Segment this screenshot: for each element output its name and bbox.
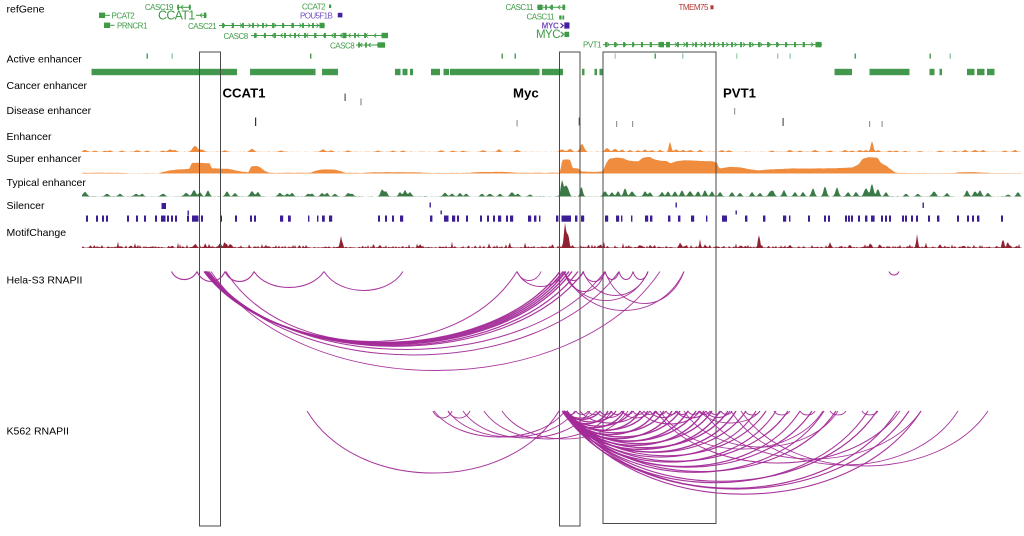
svg-text:Active enhancer: Active enhancer <box>7 54 83 66</box>
svg-text:PCAT2: PCAT2 <box>112 12 136 21</box>
svg-text:CASC19: CASC19 <box>145 3 174 12</box>
svg-text:CASC8: CASC8 <box>330 42 355 51</box>
svg-text:Myc: Myc <box>513 85 539 100</box>
svg-text:TMEM75: TMEM75 <box>679 3 710 12</box>
svg-text:Enhancer: Enhancer <box>7 131 52 143</box>
svg-text:POU5F1B: POU5F1B <box>300 12 333 21</box>
svg-text:PVT1: PVT1 <box>583 41 602 50</box>
svg-text:CCAT1: CCAT1 <box>223 85 266 100</box>
svg-text:Silencer: Silencer <box>7 200 45 212</box>
svg-text:CASC11: CASC11 <box>505 3 534 12</box>
svg-text:CASC21: CASC21 <box>188 22 217 31</box>
svg-text:MYC: MYC <box>542 22 559 31</box>
svg-text:PVT1: PVT1 <box>723 85 756 100</box>
svg-text:MYC: MYC <box>536 29 560 41</box>
svg-text:CCAT2: CCAT2 <box>302 3 326 12</box>
svg-text:CCAT1: CCAT1 <box>158 9 195 23</box>
svg-text:Hela-S3 RNAPII: Hela-S3 RNAPII <box>7 275 83 287</box>
svg-text:Typical enhancer: Typical enhancer <box>7 177 87 189</box>
svg-text:K562 RNAPII: K562 RNAPII <box>7 426 69 438</box>
svg-text:Disease enhancer: Disease enhancer <box>7 105 92 117</box>
svg-text:CASC8: CASC8 <box>224 32 249 41</box>
svg-text:PRNCR1: PRNCR1 <box>117 22 148 31</box>
svg-text:MotifChange: MotifChange <box>7 227 67 239</box>
svg-text:CASC11: CASC11 <box>526 13 555 22</box>
svg-text:refGene: refGene <box>7 4 45 16</box>
svg-text:Cancer enhancer: Cancer enhancer <box>7 80 88 92</box>
svg-text:Super enhancer: Super enhancer <box>7 153 82 165</box>
